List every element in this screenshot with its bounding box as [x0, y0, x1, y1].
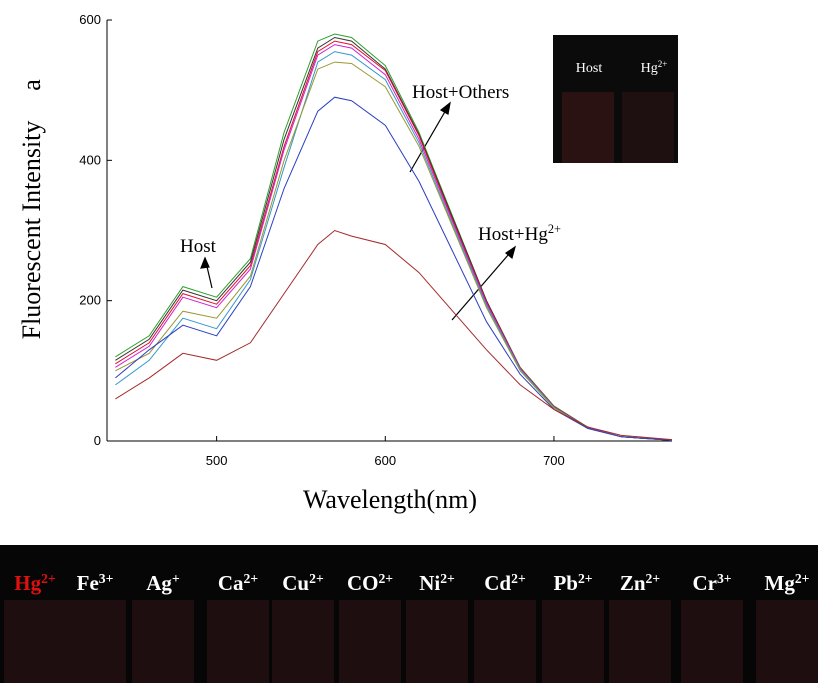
vial: [562, 92, 614, 163]
arrow-head: [504, 245, 517, 260]
vial: [756, 600, 818, 683]
ion-label-main: Zn: [620, 571, 646, 595]
arrows: [200, 101, 517, 321]
annotation: Host+Hg2+: [478, 222, 561, 245]
ion-label-main: Pb: [553, 571, 578, 595]
x-tick-label: 500: [206, 453, 228, 468]
vial: [4, 600, 66, 683]
inset-label-main: Host: [576, 61, 603, 76]
annotation: Host: [180, 236, 217, 257]
vial: [609, 600, 671, 683]
arrow: [451, 246, 516, 321]
ion-label: Ag+: [146, 571, 180, 596]
arrow-head: [200, 256, 210, 269]
inset-label: Hg2+: [641, 59, 668, 76]
annotation-sup: 2+: [548, 222, 561, 236]
ion-label-sup: 2+: [511, 571, 526, 586]
vial: [542, 600, 604, 683]
ion-label: Ni2+: [419, 571, 455, 596]
vial: [207, 600, 269, 683]
ion-label-sup: 2+: [378, 571, 393, 586]
ion-label-main: Cd: [484, 571, 511, 595]
ion-label-sup: 2+: [309, 571, 324, 586]
ion-label: Cr3+: [692, 571, 731, 596]
y-tick-label: 400: [79, 152, 101, 167]
ion-label-sup: +: [172, 571, 180, 586]
annotation-main: Host+Hg: [478, 224, 548, 245]
ion-label: Cu2+: [282, 571, 324, 596]
ion-label-sup: 2+: [440, 571, 455, 586]
annotation-main: Host: [180, 236, 217, 257]
vial: [132, 600, 194, 683]
ion-label-sup: 2+: [795, 571, 810, 586]
ion-label-sup: 2+: [41, 571, 56, 586]
ion-label-sup: 2+: [244, 571, 259, 586]
y-tick-label: 0: [94, 433, 101, 448]
y-tick-label: 600: [79, 12, 101, 27]
x-axis-label: Wavelength(nm): [303, 485, 477, 514]
ion-label-main: Ni: [419, 571, 440, 595]
ion-label: Cd2+: [484, 571, 526, 596]
y-tick-label: 200: [79, 293, 101, 308]
ion-label: Fe3+: [77, 571, 114, 596]
spectrum-line: [115, 229, 673, 441]
annotation: Host+Others: [412, 82, 509, 103]
arrow-head: [439, 101, 451, 115]
vial: [474, 600, 536, 683]
ion-label: Mg2+: [765, 571, 810, 596]
ion-label-main: Ca: [218, 571, 244, 595]
y-axis-label: Fluorescent Intensity: [17, 121, 46, 340]
ion-label-main: Hg: [14, 571, 41, 595]
ion-label-main: Cr: [692, 571, 717, 595]
vial: [64, 600, 126, 683]
inset-label-main: Hg: [641, 61, 658, 76]
vials: [4, 600, 818, 683]
vial: [339, 600, 401, 683]
panel-label: a: [17, 79, 46, 91]
ion-label-sup: 2+: [646, 571, 661, 586]
ion-label-sup: 3+: [717, 571, 732, 586]
vial: [272, 600, 334, 683]
spectrum-line: [115, 61, 673, 441]
ion-label: Hg2+: [14, 571, 56, 596]
inset-label-sup: 2+: [658, 59, 668, 69]
arrow: [409, 102, 451, 173]
ion-label-main: CO: [347, 571, 379, 595]
vial: [406, 600, 468, 683]
vial: [681, 600, 743, 683]
ion-label: Pb2+: [553, 571, 592, 596]
x-tick-label: 700: [543, 453, 565, 468]
inset-label: Host: [576, 61, 603, 76]
ion-label: CO2+: [347, 571, 393, 596]
ion-label: Ca2+: [218, 571, 258, 596]
ion-label-sup: 3+: [99, 571, 114, 586]
ion-label-main: Cu: [282, 571, 309, 595]
x-tick-label: 600: [374, 453, 396, 468]
ion-label-main: Mg: [765, 571, 796, 595]
annotation-main: Host+Others: [412, 82, 509, 103]
spectrum-line: [115, 33, 673, 441]
ion-label-main: Fe: [77, 571, 99, 595]
ion-label: Zn2+: [620, 571, 661, 596]
ion-label-main: Ag: [146, 571, 172, 595]
vial: [622, 92, 674, 163]
ion-label-sup: 2+: [578, 571, 593, 586]
